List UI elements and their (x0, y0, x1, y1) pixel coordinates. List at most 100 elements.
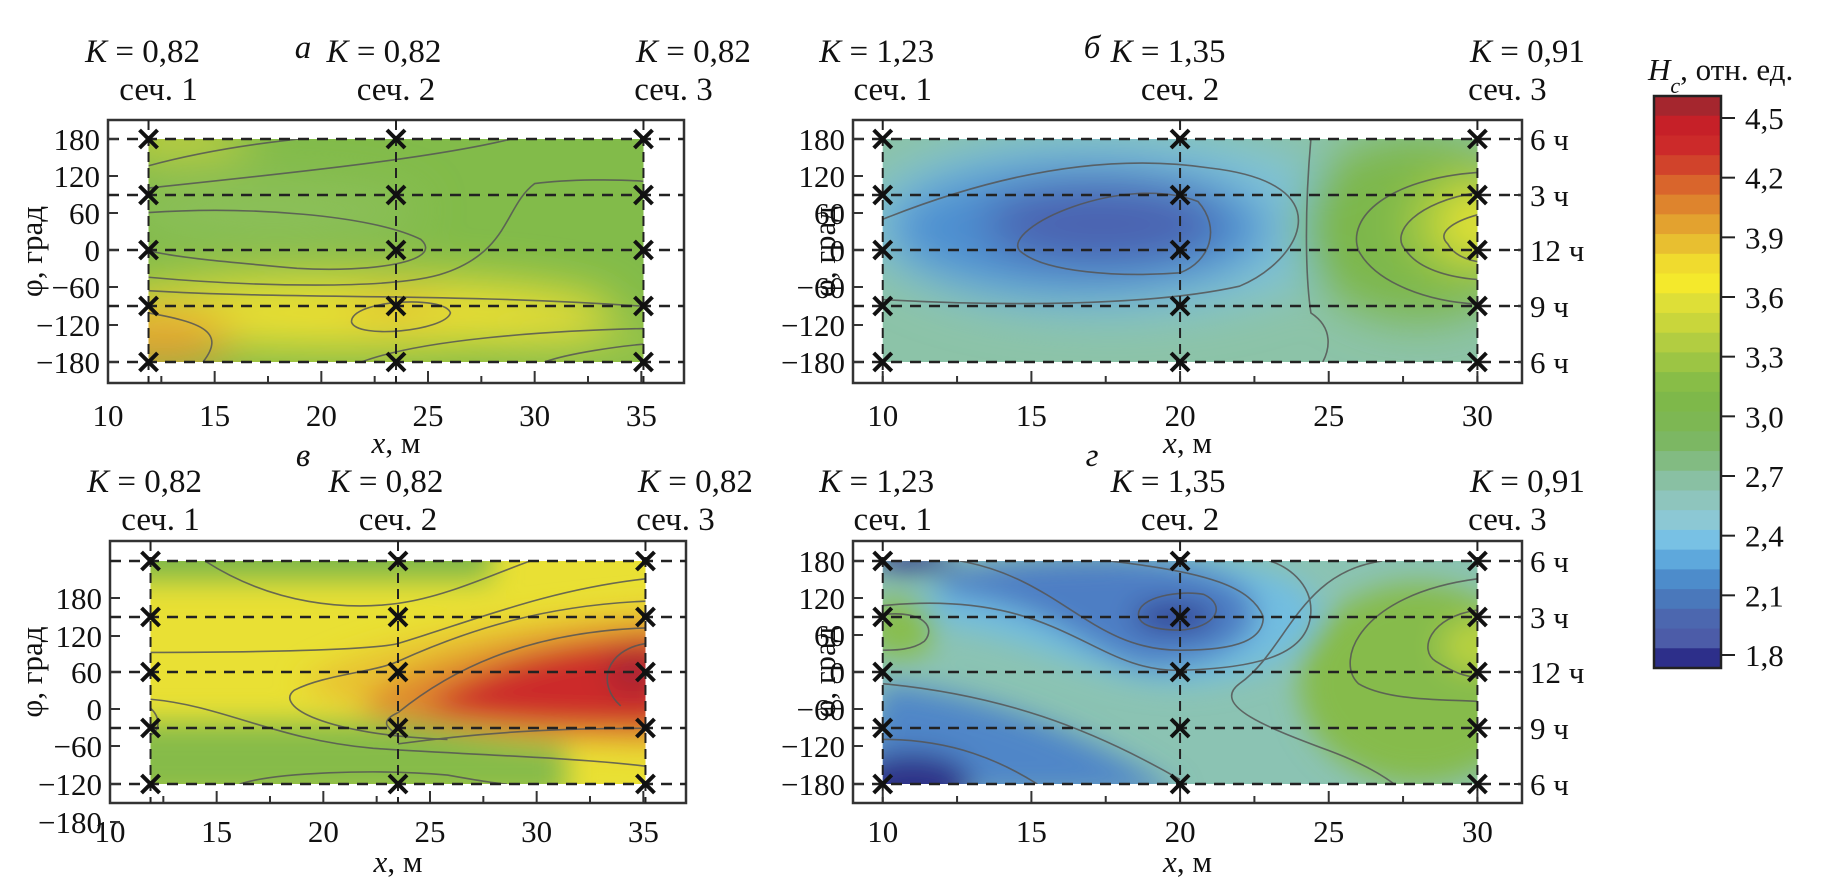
section-k-value: K = 0,82 (326, 34, 442, 70)
measurement-point-marker (138, 128, 159, 150)
measurement-point-marker (872, 128, 894, 150)
y-tick-label: −120 (781, 729, 845, 764)
x-axis-label: x, м (1162, 844, 1212, 879)
contour-line (350, 301, 452, 333)
colorbar-band (1654, 391, 1721, 413)
contour-line (397, 727, 646, 745)
heat-band-green-top (150, 561, 492, 581)
x-tick-label: 20 (1165, 814, 1196, 849)
measurement-point-marker (633, 351, 654, 373)
x-axis-label: x, м (371, 425, 421, 460)
x-tick-label: 15 (1016, 398, 1047, 433)
colorbar-tick-label: 3,3 (1745, 340, 1784, 375)
measurement-point-marker (1466, 295, 1488, 317)
contour-line (239, 771, 507, 784)
section-label: сеч. 2 (357, 72, 435, 108)
y-tick-label: −180 (36, 345, 100, 380)
colorbar-band (1654, 293, 1721, 314)
y-tick-label: −120 (38, 767, 102, 802)
colorbar-tick-label: 4,5 (1745, 101, 1784, 136)
section-label: сеч. 2 (1141, 72, 1219, 108)
measurement-point-marker (1169, 295, 1191, 317)
colorbar-band (1654, 234, 1721, 255)
y-tick-label: 120 (799, 159, 846, 194)
measurement-point-marker (1169, 661, 1191, 683)
colorbar-tick-label: 1,8 (1745, 638, 1784, 673)
colorbar-title: Hc, отн. ед. (1647, 52, 1793, 98)
colorbar-band (1654, 135, 1721, 156)
y-tick-label: −180 (38, 805, 102, 840)
contour-line (148, 139, 515, 189)
heat-blob-red (422, 638, 646, 726)
heat-blob-darkblue-min (1132, 603, 1216, 631)
panel-a (148, 139, 644, 362)
colorbar-band (1654, 253, 1721, 275)
colorbar-tick-label: 3,9 (1745, 220, 1784, 255)
measurement-point-marker (872, 606, 894, 628)
contour-lines (882, 561, 1478, 784)
heat-blob-orange-corner (148, 310, 233, 362)
colorbar-band (1654, 372, 1721, 393)
y-axis-label: φ, град (807, 206, 842, 297)
section-k-value: K = 0,91 (1469, 34, 1585, 70)
y-axis-label: φ, град (807, 626, 842, 717)
contour-lines (882, 139, 1478, 362)
colorbar-band (1654, 589, 1721, 610)
y-tick-label: 180 (799, 122, 846, 157)
colorbar-band (1654, 490, 1721, 511)
colorbar-band (1654, 273, 1721, 294)
y-tick-label: 120 (799, 581, 846, 616)
contour-line (1231, 561, 1395, 784)
colorbar-band (1654, 115, 1721, 137)
heat-blob-green-left (882, 596, 937, 660)
measurement-point-marker (1466, 773, 1488, 795)
y-tick-label: 60 (71, 655, 102, 690)
measurement-point-marker (872, 661, 894, 683)
colorbar-frame (1652, 94, 1723, 670)
y-tick-label: 180 (56, 581, 103, 616)
panel-d-heatmap (882, 561, 1478, 784)
time-label: 9 ч (1530, 289, 1569, 324)
panel-letter: а (295, 30, 312, 66)
measurement-point-marker (140, 661, 161, 683)
colorbar-band (1654, 451, 1721, 472)
measurement-point-marker (872, 351, 894, 373)
colorbar-band (1654, 174, 1721, 196)
colorbar-band (1654, 628, 1721, 649)
panel-c-heatmap (150, 561, 646, 784)
heat-blob-darkblue-topleft (882, 561, 955, 573)
panel-c (150, 561, 646, 784)
contour-line (148, 312, 213, 362)
measurement-point-marker (140, 717, 161, 739)
contour-line (148, 139, 307, 167)
time-label: 3 ч (1530, 178, 1569, 213)
measurement-point-marker (1169, 717, 1191, 739)
contour-line (1349, 578, 1478, 703)
measurement-point-marker (387, 606, 409, 628)
colorbar-band (1654, 529, 1721, 551)
contour-line (882, 613, 930, 651)
colorbar-tick-label: 3,0 (1745, 399, 1784, 434)
x-tick-label: 30 (519, 398, 550, 433)
x-tick-label: 10 (867, 398, 898, 433)
measurement-point-marker (138, 239, 159, 261)
colorbar-band (1654, 510, 1721, 531)
x-tick-label: 25 (413, 398, 444, 433)
heat-blob-blue-bottom (882, 683, 1165, 784)
measurement-point-marker (872, 295, 894, 317)
y-tick-label: −60 (52, 270, 100, 305)
panel-letter: г (1086, 438, 1099, 474)
time-label: 6 ч (1530, 345, 1569, 380)
measurement-point-marker (1169, 773, 1191, 795)
section-k-value: K = 0,82 (328, 464, 444, 500)
x-tick-label: 30 (1462, 398, 1493, 433)
y-tick-label: −60 (797, 692, 845, 727)
contour-line (148, 289, 644, 308)
section-label: сеч. 1 (119, 72, 197, 108)
measurement-point-marker (387, 661, 409, 683)
colorbar-band (1654, 569, 1721, 590)
x-tick-label: 10 (93, 398, 124, 433)
y-tick-label: 120 (56, 619, 103, 654)
panel-letter: в (296, 438, 310, 474)
contour-line (148, 179, 644, 286)
